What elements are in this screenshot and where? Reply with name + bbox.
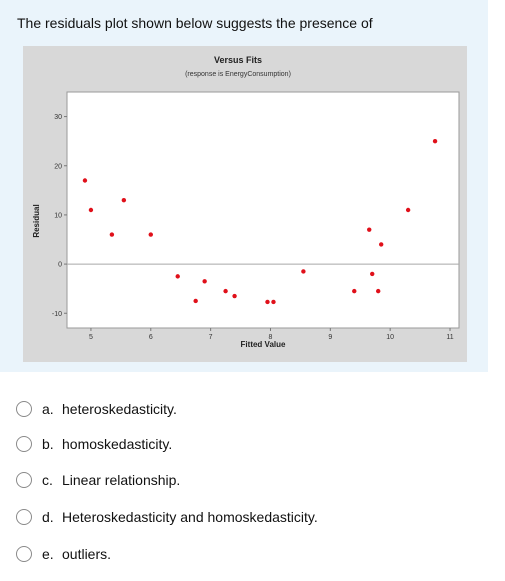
radio-button[interactable] [16,436,32,452]
residuals-chart: Versus Fits (response is EnergyConsumpti… [23,46,467,362]
y-tick-label: 10 [54,212,62,219]
option-text: outliers. [62,546,112,562]
data-point [121,197,127,203]
data-point [88,207,94,213]
radio-button[interactable] [16,472,32,488]
y-axis-label: Residual [32,204,41,237]
option-e[interactable]: e. outliers. [16,542,111,566]
question-text: The residuals plot shown below suggests … [17,15,373,31]
radio-button[interactable] [16,546,32,562]
data-point [265,299,270,305]
data-point [232,293,237,299]
data-point [367,227,372,232]
x-tick-label: 5 [89,334,93,341]
option-text: Heteroskedasticity and homoskedasticity. [62,509,318,525]
option-letter: e. [42,546,54,562]
option-letter: a. [42,401,54,417]
option-text: Linear relationship. [62,472,181,488]
chart-title: Versus Fits [214,55,262,65]
radio-button[interactable] [16,509,32,525]
data-point [376,288,381,294]
axis-ticks: 5 6 7 8 9 10 11 -10 0 10 20 30 [52,114,454,341]
data-point [148,232,153,237]
data-point [301,269,306,274]
x-axis-label: Fitted Value [241,340,286,349]
data-point [370,271,375,277]
option-b[interactable]: b. homoskedasticity. [16,432,172,456]
x-tick-label: 11 [446,334,453,341]
option-letter: b. [42,436,54,452]
option-text: homoskedasticity. [62,436,173,452]
x-tick-label: 10 [386,334,394,341]
option-letter: c. [42,472,53,488]
x-tick-label: 8 [269,334,273,341]
data-point [432,138,438,144]
y-tick-label: 30 [54,114,62,121]
chart-svg: Versus Fits (response is EnergyConsumpti… [32,55,460,349]
x-tick-label: 6 [149,334,153,341]
option-text: heteroskedasticity. [62,401,177,417]
data-point [175,274,180,279]
chart-subtitle: (response is EnergyConsumption) [185,71,291,78]
data-point [352,288,357,294]
plot-area [66,91,460,329]
question-panel: The residuals plot shown below suggests … [0,0,488,372]
data-point [193,298,198,304]
radio-button[interactable] [16,401,32,417]
option-c[interactable]: c. Linear relationship. [16,468,180,492]
y-tick-label: 0 [58,262,62,269]
option-letter: d. [42,509,54,525]
data-point [271,299,276,305]
y-tick-label: -10 [52,311,62,318]
x-tick-label: 7 [209,334,213,341]
option-a[interactable]: a. heteroskedasticity. [16,397,177,421]
x-tick-label: 9 [328,334,332,341]
data-point [109,232,115,237]
y-tick-label: 20 [54,163,62,170]
option-d[interactable]: d. Heteroskedasticity and homoskedastici… [16,505,318,529]
data-points [82,138,438,305]
data-point [378,242,384,247]
data-point [202,279,207,284]
data-point [82,178,88,183]
data-point [405,207,411,213]
data-point [223,288,228,294]
